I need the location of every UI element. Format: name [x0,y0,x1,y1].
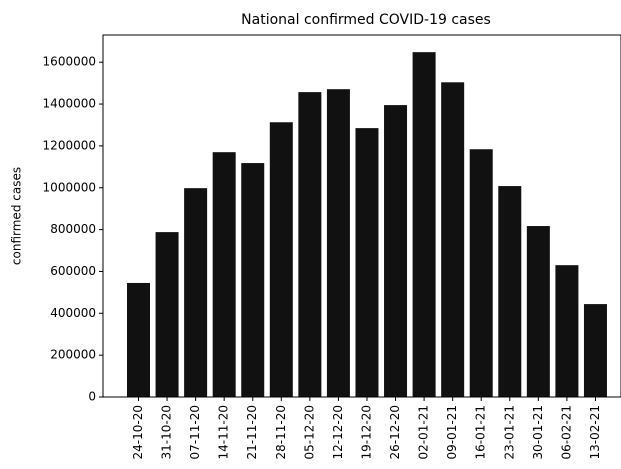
bar [298,92,322,398]
bar [384,105,408,397]
y-tick-label: 400000 [50,306,96,320]
bar [127,282,150,397]
bar [583,304,607,397]
y-axis-label: confirmed cases [10,167,24,265]
x-tick-label: 07-11-20 [188,405,202,459]
y-tick-label: 600000 [50,264,96,278]
bar [269,122,293,397]
y-tick-label: 1200000 [43,138,96,152]
bar [498,186,522,397]
y-tick-label: 1600000 [43,55,96,69]
x-tick-label: 14-11-20 [217,405,231,459]
x-tick-label: 02-01-21 [417,405,431,459]
bar [212,152,236,397]
bar [241,163,265,397]
x-tick-label: 13-02-21 [588,405,602,459]
y-tick-label: 1000000 [43,180,96,194]
x-tick-label: 09-01-21 [445,405,459,459]
bar [355,128,379,397]
bar [555,265,579,397]
x-tick-label: 31-10-20 [160,405,174,459]
x-tick-label: 26-12-20 [388,405,402,459]
y-tick-label: 800000 [50,222,96,236]
bar [184,188,208,397]
x-tick-label: 16-01-21 [474,405,488,459]
x-tick-label: 28-11-20 [274,405,288,459]
x-tick-label: 21-11-20 [245,405,259,459]
x-tick-label: 19-12-20 [359,405,373,459]
x-tick-label: 06-02-21 [559,405,573,459]
x-tick-label: 05-12-20 [302,405,316,459]
bar [155,232,179,397]
y-tick-label: 1400000 [43,97,96,111]
x-tick-label: 12-12-20 [331,405,345,459]
bar [469,149,493,397]
bar [441,82,465,398]
x-tick-label: 23-01-21 [502,405,516,459]
chart-title: National confirmed COVID-19 cases [241,12,491,28]
bar [326,89,350,397]
x-tick-label: 30-01-21 [531,405,545,459]
y-tick-label: 200000 [50,348,96,362]
x-tick-label: 24-10-20 [131,405,145,459]
bar [526,226,550,397]
plot-frame [102,34,621,398]
y-tick-label: 0 [88,390,96,404]
bar [412,52,436,397]
